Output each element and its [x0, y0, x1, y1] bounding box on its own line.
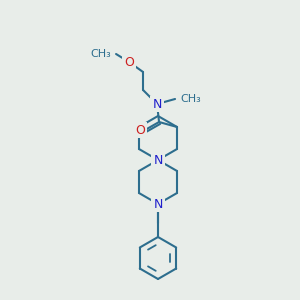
Text: N: N — [153, 154, 163, 166]
Text: N: N — [152, 98, 162, 110]
Text: N: N — [153, 197, 163, 211]
Text: CH₃: CH₃ — [180, 94, 201, 104]
Text: CH₃: CH₃ — [90, 49, 111, 59]
Text: O: O — [135, 124, 145, 136]
Text: O: O — [124, 56, 134, 68]
